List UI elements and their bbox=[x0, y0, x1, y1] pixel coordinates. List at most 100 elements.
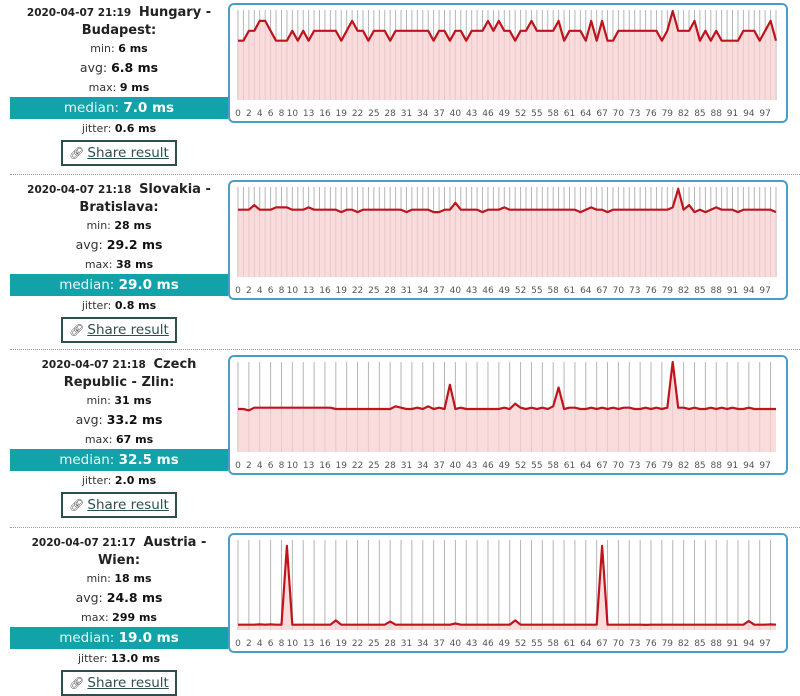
jitter-stat: jitter: 0.8 ms bbox=[10, 296, 228, 315]
x-tick-label: 55 bbox=[531, 639, 542, 649]
avg-label: avg: bbox=[76, 590, 103, 605]
median-label: median: bbox=[59, 277, 114, 293]
x-tick-label: 2 bbox=[246, 109, 252, 119]
x-tick-label: 85 bbox=[694, 461, 705, 471]
x-tick-label: 55 bbox=[531, 286, 542, 296]
x-tick-label: 34 bbox=[417, 286, 429, 296]
x-tick-label: 85 bbox=[694, 286, 705, 296]
x-tick-label: 61 bbox=[564, 109, 575, 119]
x-tick-label: 37 bbox=[433, 286, 444, 296]
x-tick-label: 37 bbox=[433, 461, 444, 471]
x-tick-label: 88 bbox=[710, 286, 722, 296]
x-tick-label: 31 bbox=[401, 639, 412, 649]
x-tick-label: 4 bbox=[257, 109, 263, 119]
min-stat: min: 18 ms bbox=[10, 569, 228, 588]
x-tick-label: 37 bbox=[433, 639, 444, 649]
area-fill bbox=[238, 546, 776, 630]
x-tick-label: 46 bbox=[482, 109, 494, 119]
x-tick-label: 52 bbox=[515, 109, 526, 119]
x-tick-label: 88 bbox=[710, 461, 722, 471]
x-tick-label: 70 bbox=[613, 639, 625, 649]
x-tick-label: 19 bbox=[336, 109, 348, 119]
result-datetime: 2020-04-07 21:17 bbox=[32, 537, 136, 549]
x-tick-label: 88 bbox=[710, 109, 722, 119]
x-tick-label: 55 bbox=[531, 109, 542, 119]
avg-value: 6.8 ms bbox=[111, 60, 158, 75]
max-value: 9 ms bbox=[120, 81, 150, 94]
x-tick-label: 22 bbox=[352, 109, 363, 119]
x-tick-label: 34 bbox=[417, 639, 429, 649]
x-tick-label: 49 bbox=[499, 109, 511, 119]
x-tick-label: 10 bbox=[287, 109, 299, 119]
x-tick-label: 34 bbox=[417, 109, 429, 119]
avg-label: avg: bbox=[76, 237, 103, 252]
jitter-value: 13.0 ms bbox=[111, 652, 160, 665]
x-tick-label: 67 bbox=[596, 109, 607, 119]
result-title: 2020-04-07 21:18 Slovakia - Bratislava: bbox=[10, 177, 228, 216]
x-tick-label: 25 bbox=[368, 286, 379, 296]
max-value: 299 ms bbox=[112, 611, 157, 624]
x-tick-label: 6 bbox=[268, 109, 274, 119]
x-tick-label: 52 bbox=[515, 286, 526, 296]
result-title: 2020-04-07 21:18 Czech Republic - Zlin: bbox=[10, 352, 228, 391]
x-tick-label: 31 bbox=[401, 109, 412, 119]
jitter-label: jitter: bbox=[82, 122, 112, 135]
x-tick-label: 2 bbox=[246, 639, 252, 649]
x-tick-label: 76 bbox=[645, 639, 657, 649]
median-value: 7.0 ms bbox=[123, 100, 174, 116]
share-result-button[interactable]: 🔗︎Share result bbox=[61, 140, 177, 166]
x-tick-label: 70 bbox=[613, 461, 625, 471]
x-tick-label: 37 bbox=[433, 109, 444, 119]
x-tick-label: 52 bbox=[515, 461, 526, 471]
result-title: 2020-04-07 21:19 Hungary - Budapest: bbox=[10, 0, 228, 39]
x-tick-label: 10 bbox=[287, 639, 299, 649]
median-bar: median: 32.5 ms bbox=[10, 449, 228, 471]
x-tick-label: 43 bbox=[466, 286, 477, 296]
x-tick-label: 64 bbox=[580, 286, 592, 296]
x-tick-label: 85 bbox=[694, 639, 705, 649]
x-tick-label: 19 bbox=[336, 461, 348, 471]
x-tick-label: 6 bbox=[268, 461, 274, 471]
jitter-label: jitter: bbox=[82, 474, 112, 487]
x-tick-label: 58 bbox=[547, 109, 559, 119]
x-tick-label: 88 bbox=[710, 639, 722, 649]
jitter-label: jitter: bbox=[82, 299, 112, 312]
x-tick-label: 82 bbox=[678, 286, 689, 296]
x-tick-label: 91 bbox=[727, 109, 738, 119]
x-tick-label: 46 bbox=[482, 286, 494, 296]
x-tick-label: 82 bbox=[678, 109, 689, 119]
max-stat: max: 38 ms bbox=[10, 255, 228, 274]
x-tick-label: 16 bbox=[319, 639, 331, 649]
x-tick-label: 94 bbox=[743, 639, 755, 649]
share-result-button[interactable]: 🔗︎Share result bbox=[61, 492, 177, 518]
x-tick-label: 58 bbox=[547, 286, 559, 296]
share-result-button[interactable]: 🔗︎Share result bbox=[61, 670, 177, 696]
x-tick-label: 6 bbox=[268, 286, 274, 296]
jitter-stat: jitter: 13.0 ms bbox=[10, 649, 228, 668]
min-stat: min: 28 ms bbox=[10, 216, 228, 235]
x-tick-label: 40 bbox=[450, 286, 462, 296]
x-tick-label: 61 bbox=[564, 639, 575, 649]
median-bar: median: 19.0 ms bbox=[10, 627, 228, 649]
x-tick-label: 28 bbox=[384, 461, 396, 471]
x-tick-label: 58 bbox=[547, 639, 559, 649]
link-icon: 🔗︎ bbox=[69, 146, 84, 160]
jitter-value: 0.6 ms bbox=[115, 122, 156, 135]
series-line bbox=[238, 189, 776, 212]
min-stat: min: 6 ms bbox=[10, 39, 228, 58]
x-tick-label: 73 bbox=[629, 286, 640, 296]
x-tick-label: 31 bbox=[401, 461, 412, 471]
x-tick-label: 82 bbox=[678, 461, 689, 471]
link-icon: 🔗︎ bbox=[69, 676, 84, 690]
x-tick-label: 31 bbox=[401, 286, 412, 296]
max-stat: max: 67 ms bbox=[10, 430, 228, 449]
min-label: min: bbox=[86, 572, 110, 585]
x-tick-label: 46 bbox=[482, 461, 494, 471]
x-tick-label: 22 bbox=[352, 286, 363, 296]
link-icon: 🔗︎ bbox=[69, 498, 84, 512]
avg-stat: avg: 24.8 ms bbox=[10, 588, 228, 608]
share-result-button[interactable]: 🔗︎Share result bbox=[61, 317, 177, 343]
